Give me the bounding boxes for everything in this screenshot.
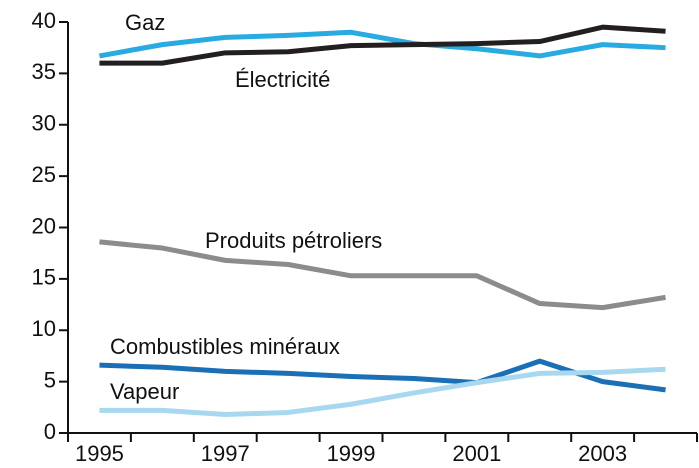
y-tick-label: 40 [32,8,56,33]
series-label: Produits pétroliers [205,228,382,253]
series-label: Gaz [125,10,165,35]
series-label: Combustibles minéraux [110,334,340,359]
x-tick-label: 1995 [75,441,124,466]
series-line [99,24,666,66]
x-tick-label: 2001 [452,441,501,466]
series-label: Électricité [235,67,330,92]
series-line [99,239,666,311]
y-tick-label: 35 [32,59,56,84]
y-tick-label: 20 [32,213,56,238]
y-tick-label: 30 [32,111,56,136]
y-tick-label: 5 [44,367,56,392]
series-line [99,358,666,393]
x-tick-label: 2003 [578,441,627,466]
x-tick-label: 1997 [201,441,250,466]
y-tick-label: 0 [44,419,56,444]
series-line [99,366,666,418]
y-tick-label: 25 [32,162,56,187]
y-tick-label: 15 [32,265,56,290]
x-tick-label: 1999 [327,441,376,466]
y-tick-label: 10 [32,316,56,341]
series-label: Vapeur [110,379,179,404]
series-line [99,29,666,59]
